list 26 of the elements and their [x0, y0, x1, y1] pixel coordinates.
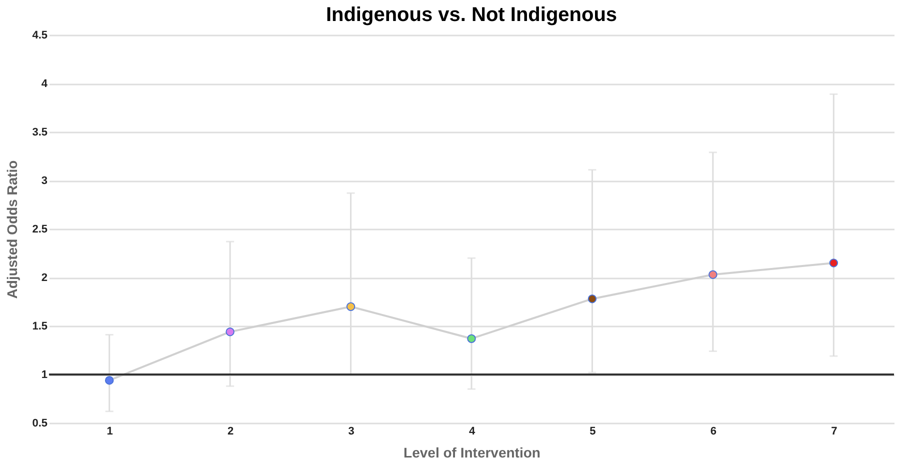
x-axis-title: Level of Intervention	[404, 444, 540, 460]
chart-title: Indigenous vs. Not Indigenous	[326, 4, 618, 26]
y-tick-label: 1	[41, 369, 48, 381]
y-tick-label: 3.5	[32, 126, 48, 138]
point	[588, 294, 597, 304]
point	[226, 327, 234, 336]
y-tick-label: 4	[41, 78, 48, 90]
y-axis-title: Adjusted Odds Ratio	[4, 160, 20, 299]
point	[829, 258, 838, 268]
point	[708, 270, 718, 279]
x-tick-label: 4	[468, 426, 476, 438]
x-tick-label: 2	[228, 426, 234, 438]
point	[104, 376, 114, 385]
y-tick-label: 3	[41, 175, 48, 187]
x-tick-label: 1	[106, 426, 113, 438]
x-tick-label: 3	[348, 426, 354, 438]
y-tick-label: 0.5	[32, 418, 48, 430]
y-tick-label: 1.5	[32, 320, 48, 332]
x-tick-label: 5	[590, 426, 596, 438]
x-tick-label: 7	[831, 426, 838, 438]
y-tick-label: 4.5	[32, 30, 48, 42]
y-tick-label: 2	[41, 272, 48, 284]
x-tick-label: 6	[710, 426, 716, 438]
point	[467, 334, 476, 343]
y-tick-label: 2.5	[32, 224, 48, 236]
point	[346, 302, 356, 311]
